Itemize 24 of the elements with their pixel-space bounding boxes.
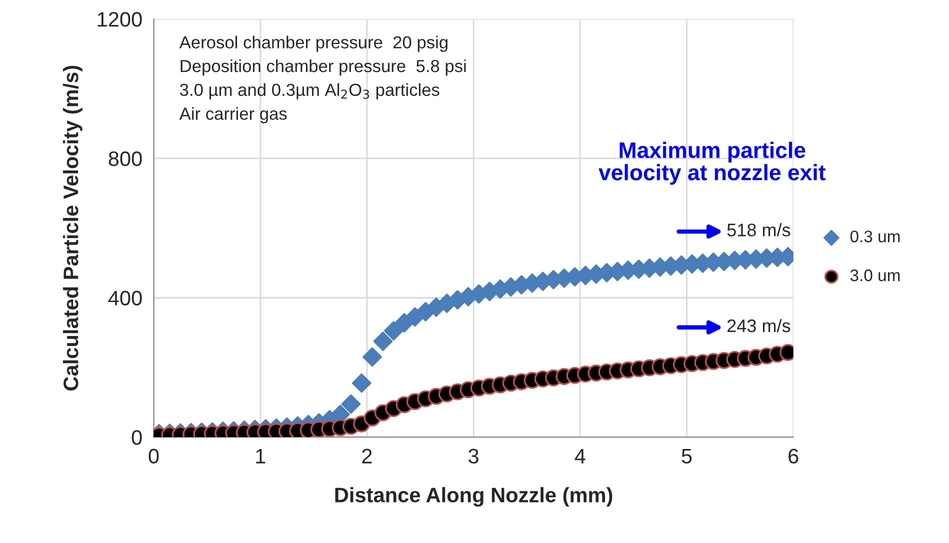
legend-label: 3.0 um	[850, 269, 900, 282]
x-tick-label: 2	[362, 448, 372, 464]
x-tick-label: 6	[788, 448, 798, 464]
point	[373, 332, 393, 351]
y-tick-label: 1200	[98, 12, 142, 27]
annotation: Maximum particle velocity at nozzle exit	[598, 142, 826, 185]
x-tick-label: 1	[256, 448, 266, 464]
annotation: 518 m/s	[727, 223, 790, 236]
y-axis-title: Calculated Particle Velocity (m/s)	[62, 66, 82, 390]
x-tick-label: 4	[574, 448, 586, 464]
text: Aerosol chamber pressure 20 psig Deposition chamber pressure 5.8 psi 3.0 µm and 0.3µm Al$_{2}$O$_{3}$ particles Air carrier gas	[179, 36, 466, 124]
annotation: 243 m/s	[728, 318, 790, 332]
x-tick-label: 3	[468, 448, 478, 464]
y-tick-label: 400	[108, 290, 142, 306]
x-tick-label: 0	[148, 448, 159, 464]
x-axis-title: Distance Along Nozzle (mm)	[335, 487, 612, 507]
y-tick-label: 800	[108, 151, 142, 166]
y-tick-label: 0	[132, 430, 142, 445]
point	[362, 347, 382, 367]
point	[384, 321, 404, 341]
legend-label: 0.3 um	[850, 230, 900, 242]
point	[341, 394, 361, 414]
x-tick-label: 5	[682, 448, 692, 464]
point	[352, 373, 372, 393]
